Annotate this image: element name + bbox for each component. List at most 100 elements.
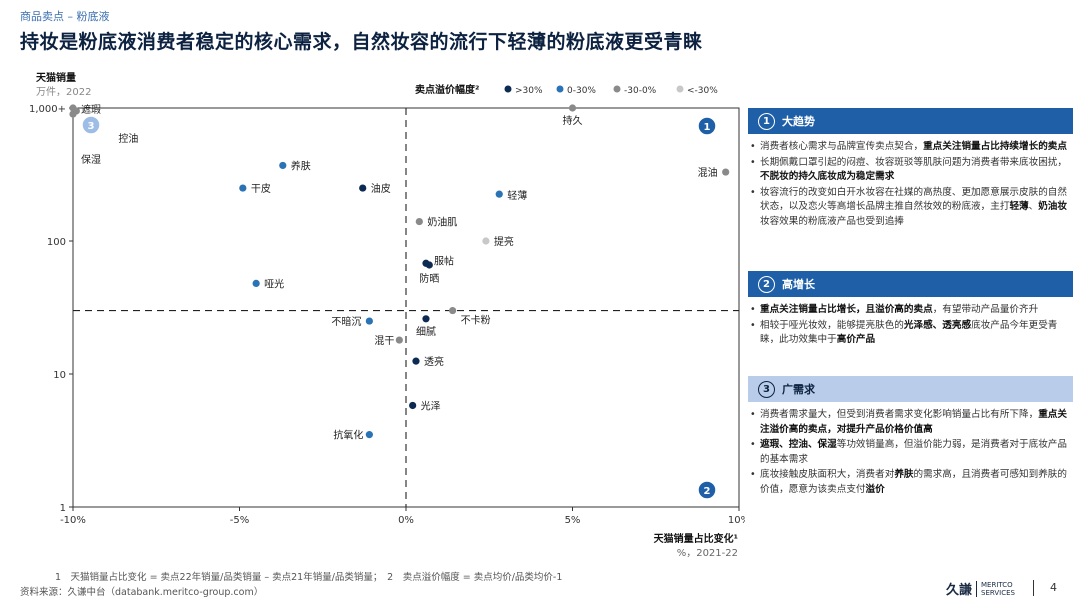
point-label: 哑光 (264, 277, 284, 290)
bullet-item: 消费者核心需求与品牌宣传卖点契合，重点关注销量占比持续增长的卖点 (748, 140, 1073, 155)
bullet-item: 消费者需求量大，但受到消费者需求变化影响销量占比有所下降，重点关注溢价高的卖点，… (748, 408, 1073, 437)
point-label: 细腻 (416, 325, 436, 338)
legend-label: <-30% (687, 86, 718, 96)
data-point (568, 104, 577, 112)
bullet-item: 遮瑕、控油、保湿等功效销量高，但溢价能力弱，是消费者对于底妆产品的基本需求 (748, 438, 1073, 467)
data-point (395, 336, 403, 344)
bullet-list: 消费者需求量大，但受到消费者需求变化影响销量占比有所下降，重点关注溢价高的卖点，… (748, 408, 1073, 497)
x-tick-label: 0% (398, 515, 414, 526)
number-badge: 1 (758, 112, 775, 130)
legend-label: -30-0% (624, 86, 657, 96)
y-axis-unit: 万件，2022 (36, 86, 91, 98)
point-label: 防晒 (419, 272, 439, 285)
logo-en-text: MERITCO SERVICES (976, 580, 1015, 597)
quadrant-badge-label: 2 (704, 486, 711, 497)
point-label: 持久 (563, 114, 583, 127)
data-point (449, 306, 457, 315)
data-point (722, 168, 730, 176)
y-tick-label: 1,000+ (29, 104, 66, 115)
number-badge: 3 (758, 380, 775, 398)
data-point (69, 110, 77, 118)
point-label: 光泽 (421, 399, 441, 412)
data-point (239, 184, 247, 192)
point-label: 不卡粉 (461, 314, 491, 327)
page-separator (1033, 580, 1034, 596)
data-point (425, 261, 433, 269)
legend-title: 卖点溢价幅度² (415, 83, 479, 96)
legend-marker (556, 85, 564, 93)
point-label: 抗氧化 (333, 429, 363, 442)
x-tick-label: -10% (60, 515, 86, 526)
point-label: 服帖 (434, 254, 454, 267)
quadrant-badge-label: 3 (88, 121, 95, 132)
point-label: 保湿 (81, 153, 101, 166)
x-tick-label: 10% (728, 515, 745, 526)
data-point (365, 317, 373, 325)
company-logo: 久謙 MERITCO SERVICES (946, 579, 1015, 598)
legend-label: 0-30% (567, 86, 596, 96)
x-axis-title: 天猫销量占比变化¹ (654, 532, 738, 545)
y-tick-label: 10 (53, 370, 66, 381)
number-badge: 2 (758, 275, 775, 293)
bullet-item: 长期佩戴口罩引起的闷痘、妆容斑驳等肌肤问题为消费者带来底妆困扰，不脱妆的持久底妆… (748, 156, 1073, 185)
source-note: 资料来源：久谦中台（databank.meritco-group.com） (20, 587, 264, 598)
point-label: 提亮 (494, 235, 514, 248)
panel-title: 高增长 (782, 278, 815, 291)
quadrant-badge-label: 1 (704, 122, 711, 133)
page-number: 4 (1050, 581, 1057, 594)
panel-title: 大趋势 (782, 115, 815, 128)
bullet-list: 消费者核心需求与品牌宣传卖点契合，重点关注销量占比持续增长的卖点长期佩戴口罩引起… (748, 140, 1073, 229)
bullet-item: 重点关注销量占比增长，且溢价高的卖点，有望带动产品量价齐升 (748, 303, 1073, 318)
quadrant-badge (81, 115, 101, 135)
page-title: 持妆是粉底液消费者稳定的核心需求，自然妆容的流行下轻薄的粉底液更受青睐 (20, 31, 703, 53)
panel-header: 1 大趋势 (748, 108, 1073, 134)
logo-cn-text: 久謙 (946, 583, 973, 598)
y-axis-title: 天猫销量 (36, 71, 76, 84)
point-label: 养肤 (291, 159, 311, 172)
footnote: 1 天猫销量占比变化 = 卖点22年销量/品类销量 – 卖点21年销量/品类销量… (55, 572, 563, 583)
y-tick-label: 1 (60, 503, 66, 514)
logo-en-line1: MERITCO (981, 580, 1013, 589)
legend-marker (676, 85, 684, 93)
panel-trend: 1 大趋势 消费者核心需求与品牌宣传卖点契合，重点关注销量占比持续增长的卖点长期… (748, 108, 1073, 230)
point-label: 干皮 (251, 182, 271, 195)
bullet-list: 重点关注销量占比增长，且溢价高的卖点，有望带动产品量价齐升相较于哑光妆效，能够提… (748, 303, 1073, 348)
point-label: 遮瑕 (81, 103, 101, 116)
data-point (482, 237, 490, 245)
point-label: 混干 (374, 335, 394, 347)
point-label: 油皮 (371, 182, 391, 195)
quadrant-badge (697, 480, 717, 500)
x-tick-label: -5% (230, 515, 249, 526)
bullet-item: 底妆接触皮肤面积大，消费者对养肤的需求高，且消费者可感知到养肤的价值，愿意为该卖… (748, 468, 1073, 497)
breadcrumb: 商品卖点 – 粉底液 (20, 10, 110, 23)
x-axis-unit: %，2021-22 (677, 548, 738, 559)
data-point (359, 184, 367, 192)
panel-title: 广需求 (782, 383, 815, 396)
point-label: 轻薄 (507, 189, 527, 202)
panel-header: 3 广需求 (748, 376, 1073, 402)
point-label: 不暗沉 (331, 315, 361, 328)
bullet-item: 妆容流行的改变如白开水妆容在社媒的高热度、更加愿意展示皮肤的自然状态，以及恋火等… (748, 186, 1073, 230)
point-label: 奶油肌 (427, 216, 457, 229)
data-point (409, 401, 417, 410)
data-point (252, 279, 260, 287)
data-point (365, 431, 373, 439)
data-point (422, 315, 430, 323)
bullet-item: 相较于哑光妆效，能够提亮肤色的光泽感、透亮感底妆产品今年更受青睐，此功效集中于高… (748, 319, 1073, 348)
panel-demand: 3 广需求 消费者需求量大，但受到消费者需求变化影响销量占比有所下降，重点关注溢… (748, 376, 1073, 498)
point-label: 控油 (118, 132, 138, 145)
point-label: 混油 (698, 166, 718, 179)
panel-growth: 2 高增长 重点关注销量占比增长，且溢价高的卖点，有望带动产品量价齐升相较于哑光… (748, 271, 1073, 349)
legend-marker (504, 85, 512, 93)
logo-en-line2: SERVICES (981, 588, 1015, 597)
data-point (415, 217, 423, 226)
data-point (495, 190, 503, 198)
data-point (279, 161, 287, 170)
legend-label: >30% (515, 86, 543, 96)
legend-marker (613, 85, 621, 93)
x-tick-label: 5% (565, 515, 581, 526)
panel-header: 2 高增长 (748, 271, 1073, 297)
quadrant-badge (697, 116, 717, 136)
